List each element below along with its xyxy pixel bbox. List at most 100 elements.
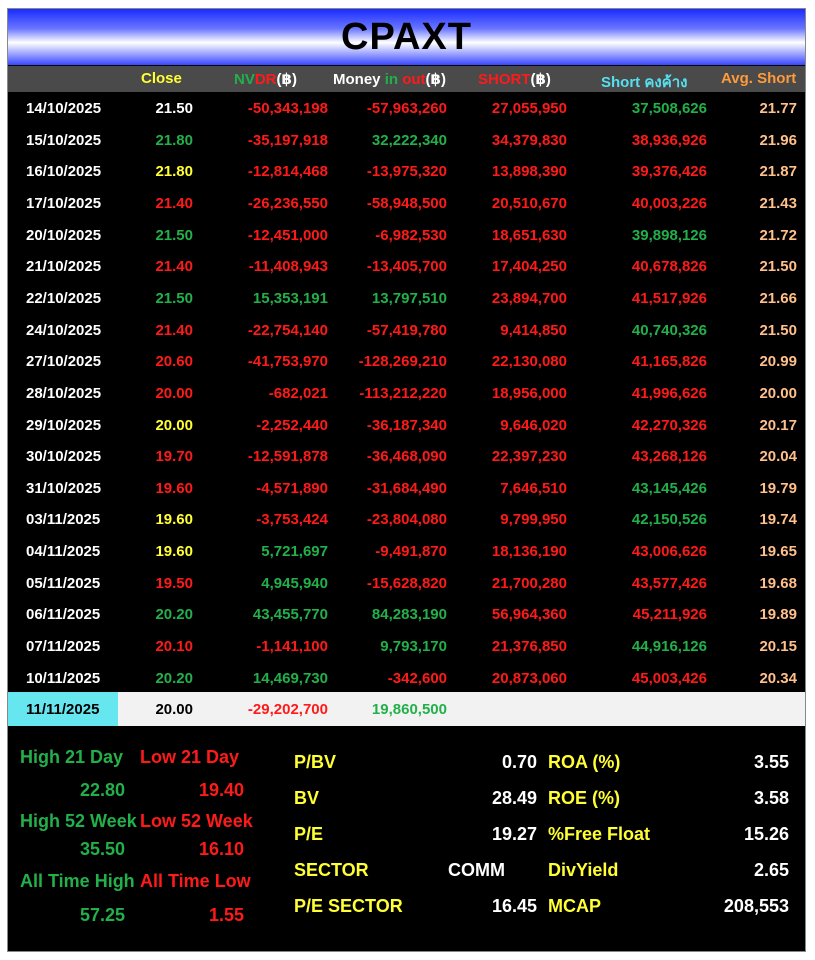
- row-avg-short: 19.74: [759, 511, 797, 529]
- row-nvdr: -35,197,918: [247, 131, 328, 149]
- row-short: 34,379,830: [491, 131, 567, 149]
- row-date: 17/10/2025: [26, 194, 102, 212]
- row-avg-short: 19.68: [759, 574, 797, 592]
- row-short: 9,646,020: [500, 416, 567, 434]
- row-date: 07/11/2025: [26, 638, 101, 656]
- row-close: 20.10: [155, 638, 193, 656]
- row-short: 9,799,950: [500, 511, 567, 529]
- row-date: 20/10/2025: [26, 226, 102, 244]
- row-short-outstanding: 43,006,626: [631, 543, 707, 561]
- table-row: 07/11/2025 20.10 -1,141,100 9,793,170 21,376…: [8, 631, 805, 662]
- table-row: 29/10/2025 20.00 -2,252,440 -36,187,340 9,64…: [8, 410, 805, 441]
- row-close: 20.20: [155, 606, 193, 624]
- ticker-title: CPAXT: [341, 15, 472, 58]
- row-nvdr: 4,945,940: [261, 574, 328, 592]
- row-nvdr: -682,021: [268, 384, 328, 402]
- row-nvdr: -11,408,943: [248, 258, 328, 276]
- row-money-flow: 13,797,510: [371, 289, 447, 307]
- row-short: 21,700,280: [491, 574, 567, 592]
- row-date: 15/10/2025: [26, 131, 102, 149]
- row-short-outstanding: 41,165,826: [631, 353, 707, 371]
- header-close: Close: [141, 70, 182, 87]
- current-date: 11/11/2025: [26, 701, 100, 718]
- row-short: 20,510,670: [491, 194, 567, 212]
- row-avg-short: 21.43: [759, 194, 797, 212]
- row-money-flow: -36,187,340: [366, 416, 447, 434]
- roe-value: 3.58: [753, 788, 789, 808]
- row-short-outstanding: 45,003,426: [631, 669, 707, 687]
- row-date: 21/10/2025: [26, 258, 102, 276]
- row-short: 22,130,080: [491, 353, 567, 371]
- row-money-flow: -128,269,210: [358, 353, 447, 371]
- row-short: 18,956,000: [491, 384, 567, 402]
- pe-value: 19.27: [491, 824, 537, 844]
- row-date: 30/10/2025: [26, 448, 102, 466]
- row-close: 19.50: [155, 574, 193, 592]
- row-avg-short: 19.65: [759, 543, 797, 561]
- low-52-week-label: Low 52 Week: [140, 811, 253, 831]
- row-nvdr: -1,141,100: [256, 638, 328, 656]
- pbv-value: 0.70: [501, 752, 537, 772]
- row-date: 31/10/2025: [26, 479, 102, 497]
- row-avg-short: 20.99: [759, 353, 797, 371]
- table-row: 22/10/2025 21.50 15,353,191 13,797,510 23,89…: [8, 283, 805, 314]
- row-money-flow: -58,948,500: [366, 194, 447, 212]
- row-nvdr: -22,754,140: [247, 321, 328, 339]
- row-short-outstanding: 41,996,626: [631, 384, 707, 402]
- row-money-flow: -15,628,820: [366, 574, 447, 592]
- row-money-flow: 32,222,340: [371, 131, 447, 149]
- row-nvdr: 43,455,770: [252, 606, 328, 624]
- table-row: 04/11/2025 19.60 5,721,697 -9,491,870 18,136…: [8, 536, 805, 567]
- sector-label: SECTOR: [294, 860, 369, 880]
- row-avg-short: 19.79: [759, 479, 797, 497]
- table-row: 17/10/2025 21.40 -26,236,550 -58,948,500 20,…: [8, 188, 805, 219]
- all-time-low-label: All Time Low: [140, 871, 251, 891]
- current-day-row: 11/11/2025 20.00 -29,202,700 19,860,500: [8, 692, 805, 726]
- table-row: 30/10/2025 19.70 -12,591,878 -36,468,090 22,…: [8, 441, 805, 472]
- table-row: 05/11/2025 19.50 4,945,940 -15,628,820 21,70…: [8, 568, 805, 599]
- header-short-outstanding: Short คงค้าง: [601, 74, 688, 91]
- row-short-outstanding: 43,577,426: [631, 574, 707, 592]
- row-money-flow: -113,212,220: [359, 384, 447, 402]
- roe-label: ROE (%): [548, 788, 620, 808]
- row-close: 20.00: [155, 416, 193, 434]
- mcap-value: 208,553: [723, 896, 789, 916]
- high-52-week-label: High 52 Week: [20, 811, 137, 831]
- row-close: 20.60: [155, 353, 193, 371]
- row-date: 10/11/2025: [26, 669, 101, 687]
- row-avg-short: 21.50: [759, 258, 797, 276]
- row-money-flow: -23,804,080: [366, 511, 447, 529]
- row-close: 21.80: [155, 163, 193, 181]
- row-short-outstanding: 40,740,326: [631, 321, 707, 339]
- row-date: 14/10/2025: [26, 100, 102, 117]
- row-avg-short: 19.89: [759, 606, 797, 624]
- row-nvdr: 5,721,697: [261, 543, 328, 561]
- row-nvdr: -41,753,970: [247, 353, 328, 371]
- row-close: 21.80: [155, 131, 193, 149]
- row-nvdr: -50,343,198: [247, 100, 328, 117]
- row-short: 18,651,630: [491, 226, 567, 244]
- pe-sector-label: P/E SECTOR: [294, 896, 403, 916]
- row-avg-short: 21.66: [759, 289, 797, 307]
- high-52-week-value: 35.50: [80, 839, 126, 859]
- row-money-flow: 84,283,190: [371, 606, 447, 624]
- high-21-day-value: 22.80: [80, 780, 126, 800]
- row-date: 29/10/2025: [26, 416, 102, 434]
- row-short-outstanding: 42,150,526: [631, 511, 707, 529]
- row-date: 22/10/2025: [26, 289, 102, 307]
- row-date: 16/10/2025: [26, 163, 102, 181]
- row-short-outstanding: 40,678,826: [631, 258, 707, 276]
- row-avg-short: 20.04: [759, 448, 797, 466]
- row-avg-short: 21.87: [759, 163, 797, 181]
- row-nvdr: -12,451,000: [247, 226, 328, 244]
- row-short: 13,898,390: [491, 163, 567, 181]
- row-close: 21.40: [155, 194, 193, 212]
- row-short-outstanding: 37,508,626: [631, 100, 707, 117]
- row-short-outstanding: 43,268,126: [631, 448, 707, 466]
- row-short-outstanding: 39,376,426: [631, 163, 707, 181]
- row-close: 21.50: [155, 100, 193, 117]
- current-date-highlight: [8, 692, 118, 726]
- roa-label: ROA (%): [548, 752, 621, 772]
- table-row: 10/11/2025 20.20 14,469,730 -342,600 20,873,…: [8, 663, 805, 694]
- row-close: 20.00: [155, 384, 193, 402]
